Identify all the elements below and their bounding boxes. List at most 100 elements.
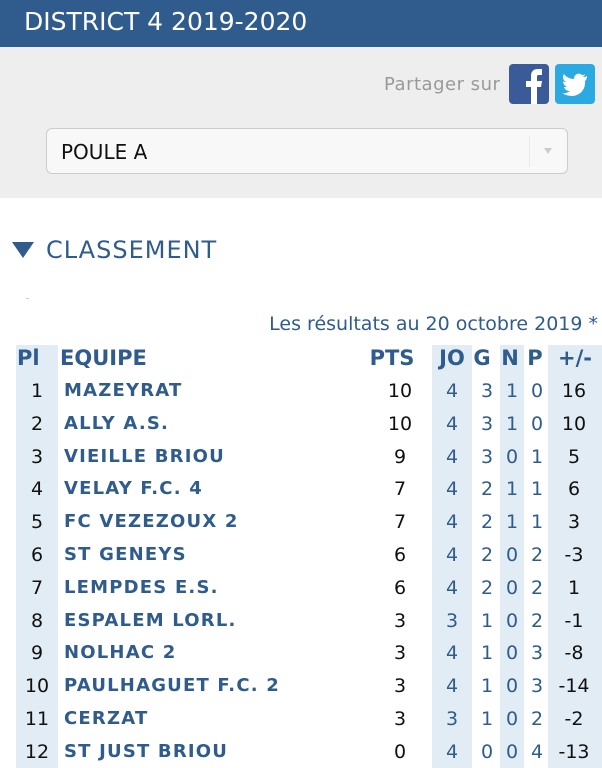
table-cell: 2 <box>530 576 544 599</box>
table-cell: 2 <box>480 544 494 566</box>
team-name: MAZEYRAT <box>64 380 183 401</box>
table-cell: 1 <box>30 380 44 402</box>
table-cell: 16 <box>561 380 587 402</box>
table-cell: 7 <box>393 478 407 501</box>
table-cell: 6 <box>393 544 407 566</box>
table-cell: 3 <box>30 445 44 468</box>
table-cell: 4 <box>530 740 544 763</box>
table-cell: 1 <box>530 511 544 534</box>
team-name: ESPALEM LORL. <box>64 609 237 631</box>
table-cell: 0 <box>505 675 519 698</box>
table-cell: 4 <box>30 478 44 501</box>
team-name: ALLY A.S. <box>64 412 170 434</box>
table-cell: 7 <box>393 511 407 534</box>
table-cell: 3 <box>480 380 494 402</box>
table-cell: 9 <box>30 642 44 665</box>
table-cell: 2 <box>530 544 544 566</box>
table-cell: 2 <box>480 511 494 534</box>
group-select[interactable]: POULE A <box>46 128 568 174</box>
column-shade <box>548 345 602 768</box>
collapse-toggle[interactable] <box>12 240 36 260</box>
table-cell: 10 <box>387 380 413 402</box>
team-name: CERZAT <box>64 708 149 729</box>
column-header: JO <box>439 346 465 370</box>
results-note: Les résultats au 20 octobre 2019 * <box>269 313 598 335</box>
table-cell: 3 <box>393 642 407 665</box>
team-name: VELAY F.C. 4 <box>64 478 203 500</box>
table-cell: 3 <box>445 708 459 730</box>
table-cell: 1 <box>480 642 494 665</box>
team-name: VIEILLE BRIOU <box>64 445 225 467</box>
table-cell: 0 <box>505 445 519 468</box>
table-cell: 2 <box>30 412 44 435</box>
team-name: PAULHAGUET F.C. 2 <box>64 675 280 697</box>
table-cell: 3 <box>445 609 459 632</box>
table-cell: 5 <box>567 445 581 468</box>
table-cell: 5 <box>30 511 44 534</box>
table-cell: 2 <box>480 576 494 599</box>
table-cell: 3 <box>393 609 407 632</box>
table-cell: 4 <box>445 412 459 435</box>
table-cell: 4 <box>445 445 459 468</box>
table-cell: 1 <box>505 412 519 435</box>
table-cell: 0 <box>505 609 519 632</box>
table-cell: 10 <box>387 412 413 435</box>
table-cell: 4 <box>445 380 459 402</box>
table-cell: -14 <box>558 675 590 698</box>
table-cell: 11 <box>24 708 50 730</box>
table-cell: 3 <box>567 511 581 534</box>
table-cell: 3 <box>530 642 544 665</box>
column-header: N <box>501 346 519 370</box>
twitter-button[interactable] <box>555 64 595 104</box>
select-arrow <box>529 135 552 167</box>
table-cell: 3 <box>393 675 407 698</box>
table-cell: -2 <box>564 708 584 730</box>
team-name: ST JUST BRIOU <box>64 740 229 762</box>
column-header: G <box>473 346 491 370</box>
table-cell: 7 <box>30 576 44 599</box>
select-value: POULE A <box>61 140 148 164</box>
table-cell: 0 <box>505 740 519 763</box>
table-cell: 8 <box>30 609 44 632</box>
share-label: Partager sur <box>384 74 501 95</box>
column-header: +/- <box>558 346 592 370</box>
table-cell: -8 <box>564 642 584 665</box>
header-title: DISTRICT 4 2019-2020 <box>24 7 308 36</box>
table-cell: 2 <box>480 478 494 501</box>
table-cell: 9 <box>393 445 407 468</box>
facebook-button[interactable] <box>509 64 549 104</box>
team-name: FC VEZEZOUX 2 <box>64 511 239 533</box>
section-title: CLASSEMENT <box>46 236 218 264</box>
table-cell: 0 <box>530 412 544 435</box>
table-cell: 3 <box>480 412 494 435</box>
column-shade <box>500 345 524 768</box>
table-cell: 4 <box>445 576 459 599</box>
table-cell: 4 <box>445 544 459 566</box>
table-cell: 1 <box>530 445 544 468</box>
team-name: ST GENEYS <box>64 544 187 565</box>
table-cell: 1 <box>505 511 519 534</box>
table-cell: 6 <box>30 544 44 566</box>
table-cell: 0 <box>480 740 494 763</box>
table-cell: 1 <box>530 478 544 501</box>
table-cell: 0 <box>393 740 407 763</box>
table-cell: 0 <box>505 576 519 599</box>
table-cell: 1 <box>505 478 519 501</box>
table-cell: 10 <box>561 412 587 435</box>
table-cell: 3 <box>530 675 544 698</box>
column-shade <box>432 345 472 768</box>
table-cell: 1 <box>480 675 494 698</box>
table-cell: 6 <box>393 576 407 599</box>
table-cell: 4 <box>445 478 459 501</box>
table-cell: 2 <box>530 708 544 730</box>
team-name: NOLHAC 2 <box>64 642 177 664</box>
divider <box>26 298 29 299</box>
table-cell: -1 <box>564 609 584 632</box>
table-cell: 4 <box>445 511 459 534</box>
table-cell: 1 <box>480 708 494 730</box>
column-header: PTS <box>369 346 415 370</box>
table-cell: 3 <box>393 708 407 730</box>
header-bar: DISTRICT 4 2019-2020 <box>0 0 602 47</box>
table-cell: 1 <box>567 576 581 599</box>
table-cell: 1 <box>480 609 494 632</box>
